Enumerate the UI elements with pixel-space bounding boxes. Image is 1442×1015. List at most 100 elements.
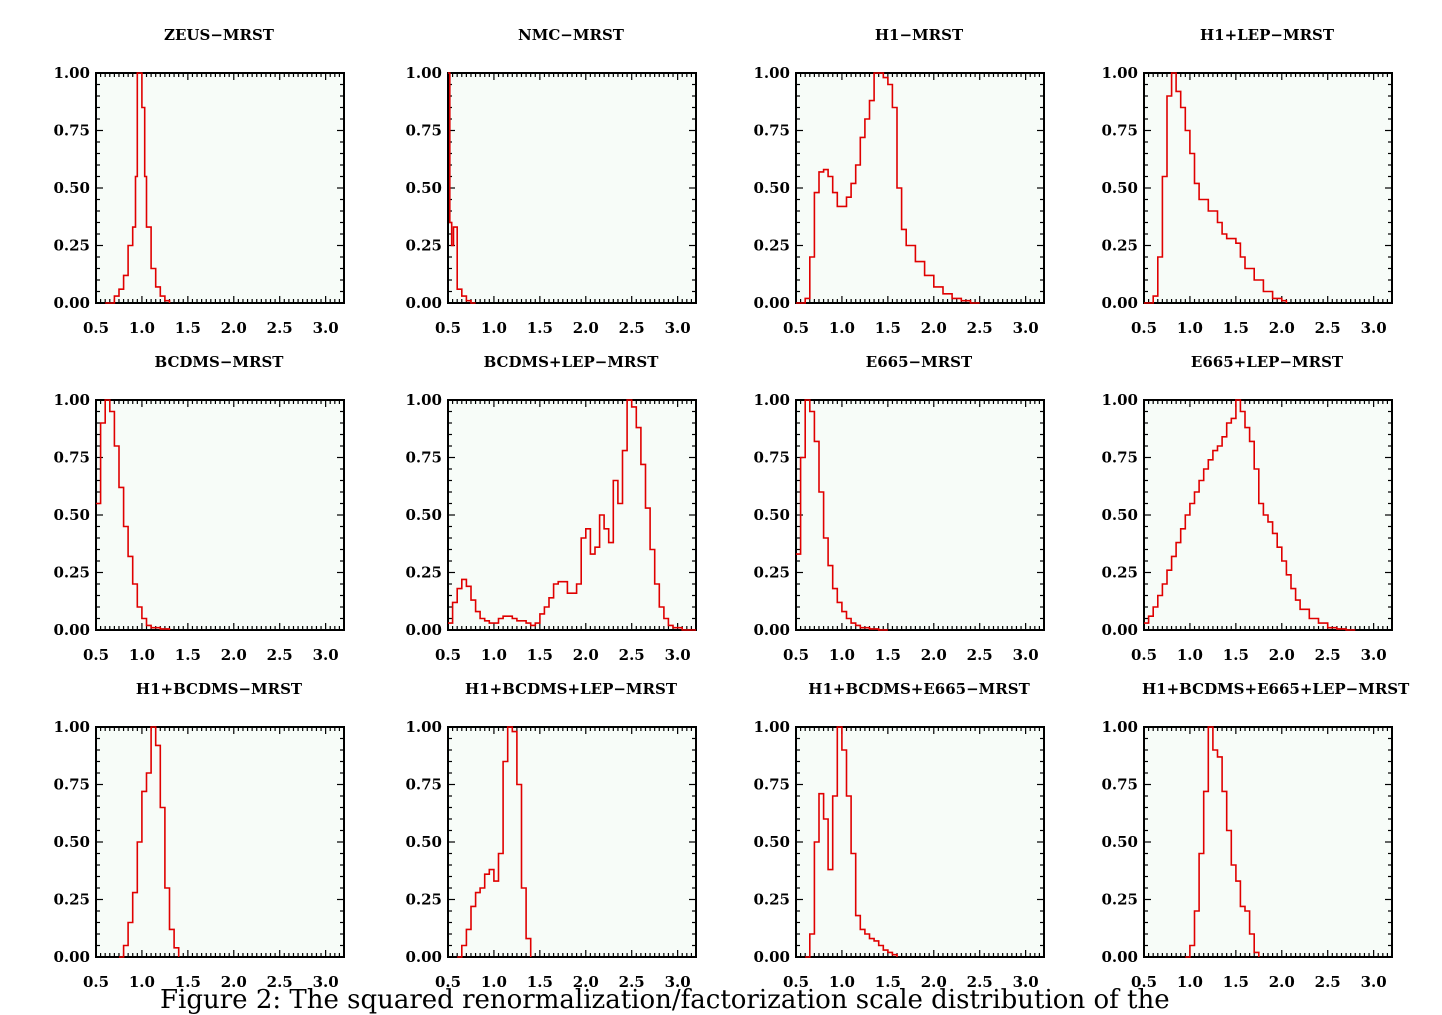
x-tick-label: 1.0 (1177, 973, 1203, 991)
x-tick-label: 2.5 (967, 973, 993, 991)
panel-title: H1+BCDMS+LEP−MRST (465, 680, 677, 698)
y-tick-label: 0.50 (53, 179, 90, 197)
figure-caption: Figure 2: The squared renormalization/fa… (160, 985, 1170, 1015)
histogram-chart: 0.00 0.25 0.50 0.75 1.00 0.5 1.0 1.5 2.0 2.5 3.0 (53, 718, 345, 991)
plot-frame (95, 72, 345, 304)
y-tick-label: 0.00 (753, 948, 790, 966)
x-tick-label: 2.5 (967, 319, 993, 337)
x-tick-label: 0.5 (783, 646, 809, 664)
y-tick-label: 0.25 (405, 891, 442, 909)
y-tick-label: 0.75 (753, 122, 790, 140)
x-tick-label: 3.0 (1013, 973, 1039, 991)
histogram-line (805, 726, 898, 958)
plot-frame (795, 399, 1045, 631)
x-tick-label: 2.0 (1269, 319, 1295, 337)
histogram-chart: 0.00 0.25 0.50 0.75 1.00 0.5 1.0 1.5 2.0 2.5 3.0 (405, 391, 697, 664)
x-tick-label: 0.5 (435, 646, 461, 664)
x-tick-label: 1.0 (129, 319, 155, 337)
y-tick-label: 1.00 (53, 64, 90, 82)
plot-frame (795, 72, 1045, 304)
y-tick-label: 0.00 (405, 621, 442, 639)
x-tick-label: 2.0 (921, 973, 947, 991)
x-tick-label: 0.5 (1131, 319, 1157, 337)
x-tick-label: 1.0 (481, 646, 507, 664)
x-tick-label: 2.0 (221, 646, 247, 664)
plot-frame (95, 399, 345, 631)
histogram-panel: E665−MRST 0.00 0.25 0.50 0.75 1.00 0.5 1.0 1.5 2.… (714, 327, 1074, 664)
x-tick-label: 3.0 (665, 646, 691, 664)
y-tick-label: 1.00 (753, 391, 790, 409)
panel-title: H1+BCDMS+E665−MRST (808, 680, 1030, 698)
y-tick-label: 0.25 (53, 564, 90, 582)
histogram-chart: 0.00 0.25 0.50 0.75 1.00 0.5 1.0 1.5 2.0 2.5 3.0 (1101, 718, 1393, 991)
y-tick-label: 0.50 (405, 506, 442, 524)
histogram-line (448, 72, 476, 304)
x-tick-label: 1.0 (129, 973, 155, 991)
histogram-chart: 0.00 0.25 0.50 0.75 1.00 0.5 1.0 1.5 2.0 2.5 3.0 (53, 391, 345, 664)
y-tick-label: 0.50 (753, 506, 790, 524)
y-tick-label: 1.00 (753, 64, 790, 82)
y-tick-label: 0.75 (753, 449, 790, 467)
y-tick-label: 0.25 (1101, 237, 1138, 255)
panel-title: E665+LEP−MRST (1190, 353, 1344, 371)
y-tick-label: 0.50 (1101, 179, 1138, 197)
x-tick-label: 1.5 (875, 973, 901, 991)
x-tick-label: 1.0 (1177, 319, 1203, 337)
x-tick-label: 2.0 (921, 319, 947, 337)
y-tick-label: 0.25 (753, 891, 790, 909)
x-tick-label: 2.0 (573, 646, 599, 664)
histogram-chart: 0.00 0.25 0.50 0.75 1.00 0.5 1.0 1.5 2.0 2.5 3.0 (405, 718, 697, 991)
x-tick-label: 1.5 (175, 319, 201, 337)
panel-title: NMC−MRST (518, 26, 624, 44)
y-tick-label: 0.50 (753, 833, 790, 851)
histogram-panel: BCDMS−MRST 0.00 0.25 0.50 0.75 1.00 0.5 1.0 1.5 2… (14, 327, 374, 664)
x-tick-label: 0.5 (783, 973, 809, 991)
x-tick-label: 1.5 (175, 973, 201, 991)
x-tick-label: 2.5 (267, 973, 293, 991)
y-tick-label: 0.25 (53, 237, 90, 255)
x-tick-label: 3.0 (313, 319, 339, 337)
x-tick-label: 3.0 (313, 973, 339, 991)
y-tick-label: 0.75 (1101, 776, 1138, 794)
histogram-panel: H1+BCDMS−MRST 0.00 0.25 0.50 0.75 1.00 0.5 1.0 1… (14, 654, 374, 991)
panel-title: H1+BCDMS+E665+LEP−MRST (1142, 680, 1410, 698)
x-tick-label: 3.0 (1013, 319, 1039, 337)
y-tick-label: 0.00 (53, 294, 90, 312)
histogram-chart: 0.00 0.25 0.50 0.75 1.00 0.5 1.0 1.5 2.0 2.5 3.0 (405, 64, 697, 337)
x-tick-label: 1.5 (1223, 319, 1249, 337)
histogram-chart: 0.00 0.25 0.50 0.75 1.00 0.5 1.0 1.5 2.0 2.5 3.0 (753, 718, 1045, 991)
x-tick-label: 2.5 (1315, 646, 1341, 664)
y-tick-label: 0.25 (1101, 564, 1138, 582)
x-tick-label: 3.0 (665, 973, 691, 991)
histogram-line (1144, 399, 1356, 631)
x-tick-label: 1.5 (527, 646, 553, 664)
y-tick-label: 1.00 (1101, 718, 1138, 736)
y-tick-label: 0.00 (1101, 621, 1138, 639)
y-tick-label: 1.00 (1101, 64, 1138, 82)
panel-title: BCDMS+LEP−MRST (483, 353, 659, 371)
x-tick-label: 1.0 (129, 646, 155, 664)
histogram-panel: H1+BCDMS+LEP−MRST 0.00 0.25 0.50 0.75 1.00 0.5… (366, 654, 726, 991)
panel-title: ZEUS−MRST (164, 26, 274, 44)
plot-frame (447, 726, 697, 958)
y-tick-label: 0.75 (53, 449, 90, 467)
x-tick-label: 1.0 (829, 319, 855, 337)
x-tick-label: 3.0 (1013, 646, 1039, 664)
y-tick-label: 0.00 (405, 294, 442, 312)
x-tick-label: 3.0 (1361, 319, 1387, 337)
plot-frame (1143, 726, 1393, 958)
x-tick-label: 0.5 (83, 646, 109, 664)
y-tick-label: 0.75 (753, 776, 790, 794)
y-tick-label: 0.00 (753, 621, 790, 639)
x-tick-label: 2.5 (1315, 319, 1341, 337)
histogram-panel: NMC−MRST 0.00 0.25 0.50 0.75 1.00 0.5 1.0 1.5 2.0… (366, 0, 726, 337)
x-tick-label: 0.5 (435, 973, 461, 991)
x-tick-label: 3.0 (1361, 646, 1387, 664)
y-tick-label: 1.00 (405, 718, 442, 736)
histogram-chart: 0.00 0.25 0.50 0.75 1.00 0.5 1.0 1.5 2.0 2.5 3.0 (753, 64, 1045, 337)
histogram-chart: 0.00 0.25 0.50 0.75 1.00 0.5 1.0 1.5 2.0 2.5 3.0 (1101, 391, 1393, 664)
y-tick-label: 0.50 (1101, 506, 1138, 524)
y-tick-label: 0.25 (405, 564, 442, 582)
histogram-panel: H1+BCDMS+E665+LEP−MRST 0.00 0.25 0.50 0.75 1.… (1062, 654, 1422, 991)
panel-title: H1+LEP−MRST (1199, 26, 1335, 44)
